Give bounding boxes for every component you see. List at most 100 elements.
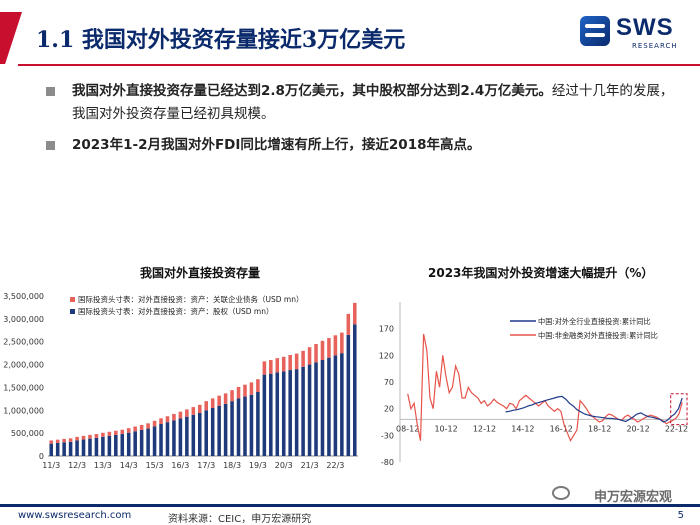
bar-debt bbox=[49, 440, 54, 444]
bar-debt bbox=[165, 416, 170, 423]
bar-equity bbox=[288, 370, 292, 456]
footer: www.swsresearch.com 资料来源：CEIC，申万宏源研究 5 bbox=[0, 510, 700, 525]
sws-logo-icon bbox=[580, 16, 610, 46]
bar-equity bbox=[107, 435, 112, 456]
page-title: 1.1 我国对外投资存量接近3万亿美元 bbox=[36, 27, 406, 53]
bar-equity bbox=[249, 394, 254, 456]
bar-equity bbox=[340, 353, 344, 456]
bar-debt bbox=[159, 418, 163, 424]
bullet-bold-text: 2023年1-2月我国对外FDI同比增速有所上行，接近2018年高点。 bbox=[72, 137, 481, 153]
bar-chart-title: 我国对外直接投资存量 bbox=[140, 266, 261, 280]
bar-debt bbox=[243, 384, 247, 397]
bar-debt bbox=[126, 428, 131, 433]
bar-debt bbox=[81, 435, 86, 440]
x-tick-label: 20-12 bbox=[626, 424, 649, 433]
x-tick-label: 16-12 bbox=[550, 424, 573, 433]
bar-equity bbox=[275, 372, 280, 456]
bar-debt bbox=[256, 379, 260, 392]
bar-debt bbox=[281, 356, 286, 372]
x-tick-label: 20/3 bbox=[275, 461, 293, 470]
y-tick-label: -30 bbox=[381, 431, 394, 440]
x-tick-label: 15/3 bbox=[146, 461, 164, 470]
highlight-box bbox=[670, 393, 688, 426]
bar-equity bbox=[152, 426, 157, 456]
footer-source: 资料来源：CEIC，申万宏源研究 bbox=[168, 514, 312, 525]
legend-label: 中国:非金融类对外直接投资:累计同比 bbox=[538, 331, 658, 340]
bar-debt bbox=[236, 386, 241, 399]
bar-debt bbox=[191, 407, 196, 415]
bar-equity bbox=[88, 438, 92, 456]
bar-equity bbox=[165, 422, 170, 456]
line-chart: -80 -30 20 70 120 170 08-12 10-12 12-12 14-12 16-1… bbox=[379, 302, 688, 467]
bar-debt bbox=[327, 338, 331, 358]
y-tick-label: 1,500,000 bbox=[3, 383, 44, 392]
x-tick-label: 12/3 bbox=[68, 461, 86, 470]
bar-debt bbox=[75, 436, 79, 441]
line-chart-title: 2023年我国对外投资增速大幅提升（%） bbox=[428, 266, 654, 280]
bar-debt bbox=[185, 409, 189, 417]
bar-equity bbox=[294, 369, 299, 456]
bar-equity bbox=[204, 410, 209, 456]
bar-debt bbox=[139, 424, 144, 430]
bar-equity bbox=[346, 334, 351, 456]
footer-bar bbox=[0, 504, 700, 507]
bar-equity bbox=[185, 416, 189, 456]
bar-debt bbox=[346, 313, 351, 335]
bar-equity bbox=[269, 373, 273, 456]
x-tick-label: 22/3 bbox=[326, 461, 344, 470]
bar-equity bbox=[146, 428, 150, 456]
x-tick-label: 12-12 bbox=[473, 424, 496, 433]
bar-debt bbox=[146, 423, 150, 429]
bar-equity bbox=[262, 374, 267, 456]
bar-debt bbox=[301, 350, 305, 367]
y-tick-label: 70 bbox=[384, 378, 394, 387]
legend-swatch bbox=[70, 309, 75, 314]
x-tick-label: 21/3 bbox=[301, 461, 319, 470]
bar-debt bbox=[340, 332, 344, 354]
bar-equity bbox=[133, 431, 137, 456]
x-tick-label: 08-12 bbox=[396, 424, 419, 433]
x-tick-label: 13/3 bbox=[94, 461, 112, 470]
x-tick-label: 16/3 bbox=[171, 461, 189, 470]
y-tick-label: 2,000,000 bbox=[3, 361, 44, 370]
logo-text: SWS bbox=[616, 14, 674, 41]
bar-equity bbox=[327, 357, 331, 456]
bar-equity bbox=[120, 434, 125, 456]
sws-logo: SWS RESEARCH bbox=[580, 10, 688, 56]
footer-url-link[interactable]: www.swsresearch.com bbox=[18, 510, 132, 521]
bar-debt bbox=[262, 361, 267, 375]
bullet-item: 2023年1-2月我国对外FDI同比增速有所上行，接近2018年高点。 bbox=[46, 134, 676, 157]
bar-equity bbox=[301, 366, 305, 456]
watermark-text: 申万宏源宏观 bbox=[593, 490, 672, 505]
logo-subtext: RESEARCH bbox=[632, 42, 678, 50]
bar-equity bbox=[256, 392, 260, 456]
y-tick-label: -80 bbox=[381, 458, 394, 467]
bar-debt bbox=[101, 432, 105, 437]
bar-equity bbox=[49, 443, 54, 456]
bar-debt bbox=[223, 393, 228, 404]
x-tick-label: 11/3 bbox=[42, 461, 60, 470]
y-tick-label: 3,000,000 bbox=[3, 315, 44, 324]
x-tick-label: 14/3 bbox=[120, 461, 138, 470]
x-tick-label: 14-12 bbox=[511, 424, 534, 433]
bar-debt bbox=[269, 360, 273, 374]
y-tick-label: 170 bbox=[379, 325, 394, 334]
bar-debt bbox=[333, 335, 338, 356]
bar-debt bbox=[320, 340, 325, 360]
bar-equity bbox=[68, 441, 73, 456]
y-tick-label: 20 bbox=[384, 405, 394, 414]
bar-equity bbox=[210, 408, 215, 456]
bar-debt bbox=[120, 429, 125, 435]
bullet-bold-text: 我国对外直接投资存量已经达到2.8万亿美元，其中股权部分达到2.4万亿美元。 bbox=[72, 83, 552, 99]
bar-debt bbox=[210, 398, 215, 408]
bar-equity bbox=[75, 440, 79, 456]
wechat-icon bbox=[552, 486, 570, 500]
bullet-square-icon bbox=[46, 87, 55, 96]
legend-label: 国际投资头寸表：对外直接投资：资产：关联企业债务（USD mn） bbox=[78, 294, 303, 304]
series-line-all-industry bbox=[505, 395, 683, 423]
bar-debt bbox=[55, 439, 60, 443]
x-tick-label: 22-12 bbox=[665, 424, 688, 433]
bar-equity bbox=[101, 436, 105, 456]
bullet-list: 我国对外直接投资存量已经达到2.8万亿美元，其中股权部分达到2.4万亿美元。经过… bbox=[46, 80, 676, 165]
bar-equity bbox=[281, 371, 286, 456]
